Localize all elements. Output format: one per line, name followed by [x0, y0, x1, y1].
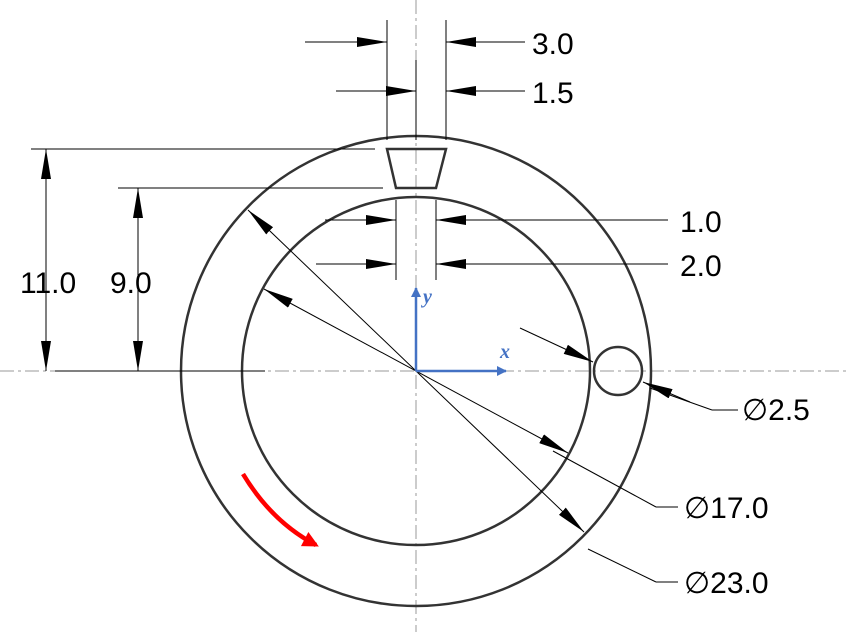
top-width-label: 3.0	[532, 28, 574, 61]
x-axis-label: x	[499, 341, 510, 363]
hole-diameter-label: ∅2.5	[742, 394, 810, 427]
coordinate-axes	[411, 287, 507, 376]
hole-arrow-left	[519, 327, 594, 363]
extension-lines	[31, 20, 738, 583]
hole-circle	[592, 345, 644, 397]
slot-outer-width-label: 2.0	[680, 250, 722, 283]
slot-trapezoid	[385, 147, 448, 190]
y-axis-label: y	[421, 286, 432, 308]
slot-inner-width-label: 1.0	[680, 206, 722, 239]
inner-radius-height-label: 9.0	[110, 267, 152, 300]
inner-diameter-label: ∅17.0	[684, 492, 769, 525]
bottom-width-label: 1.5	[532, 77, 574, 110]
outer-diameter-label: ∅23.0	[684, 567, 769, 600]
hole-arrow-right	[642, 381, 691, 403]
outer-radius-height-label: 11.0	[20, 267, 76, 300]
rotation-arrow	[241, 472, 319, 547]
